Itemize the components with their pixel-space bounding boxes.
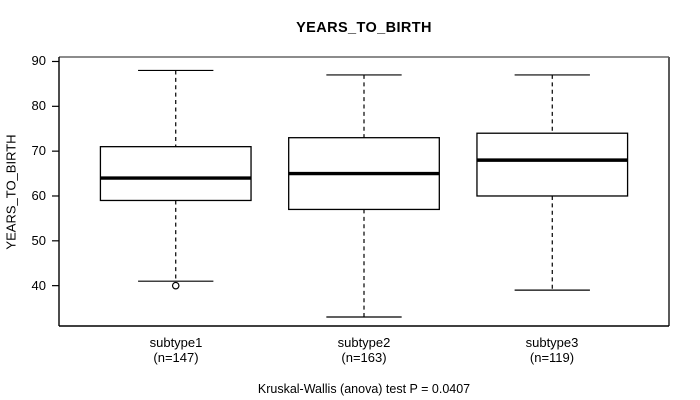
y-tick-label: 80 [31,98,46,114]
x-category-label-subtype2: subtype2 (n=163) [288,336,440,364]
chart-title: YEARS_TO_BIRTH [296,20,432,36]
x-category-label-subtype1: subtype1 (n=147) [100,336,252,364]
category-name: subtype3 [525,335,579,350]
y-tick-label: 60 [31,187,46,203]
category-count: (n=147) [153,349,199,365]
y-tick-label: 70 [31,143,46,159]
statistical-test-caption: Kruskal-Wallis (anova) test P = 0.0407 [257,382,471,396]
category-name: subtype2 [337,335,391,350]
iqr-box-subtype3 [476,132,629,197]
y-tick-label: 40 [31,277,46,293]
outlier-point-subtype1 [171,281,180,290]
category-count: (n=163) [341,349,387,365]
x-category-label-subtype3: subtype3 (n=119) [476,336,628,364]
iqr-box-subtype1 [99,146,252,202]
y-tick-label: 50 [31,232,46,248]
category-count: (n=119) [529,349,575,365]
y-tick-label: 90 [31,53,46,69]
category-name: subtype1 [149,335,203,350]
